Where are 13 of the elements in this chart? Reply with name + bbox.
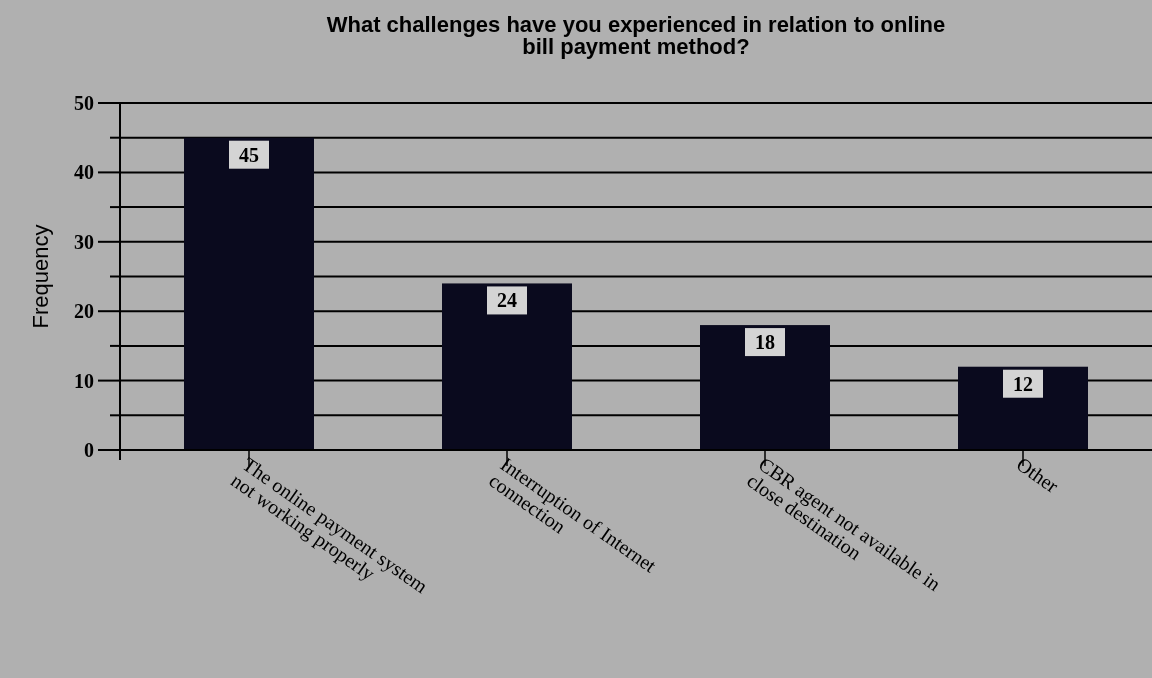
data-label: 24 (497, 289, 517, 312)
y-tick-label: 50 (74, 92, 94, 114)
y-tick-label: 0 (84, 439, 94, 461)
chart-title: What challenges have you experienced in relation to online bill payment method? (326, 12, 946, 59)
x-tick-label: Other (1012, 452, 1063, 498)
data-label: 18 (755, 331, 775, 354)
y-tick-label: 40 (74, 161, 94, 184)
y-axis-title: Frequency (28, 224, 53, 329)
y-tick-label: 30 (74, 230, 94, 253)
y-tick-label: 20 (74, 300, 94, 323)
data-label: 45 (239, 143, 259, 166)
data-label: 12 (1013, 372, 1033, 395)
y-tick-label: 10 (74, 369, 94, 392)
